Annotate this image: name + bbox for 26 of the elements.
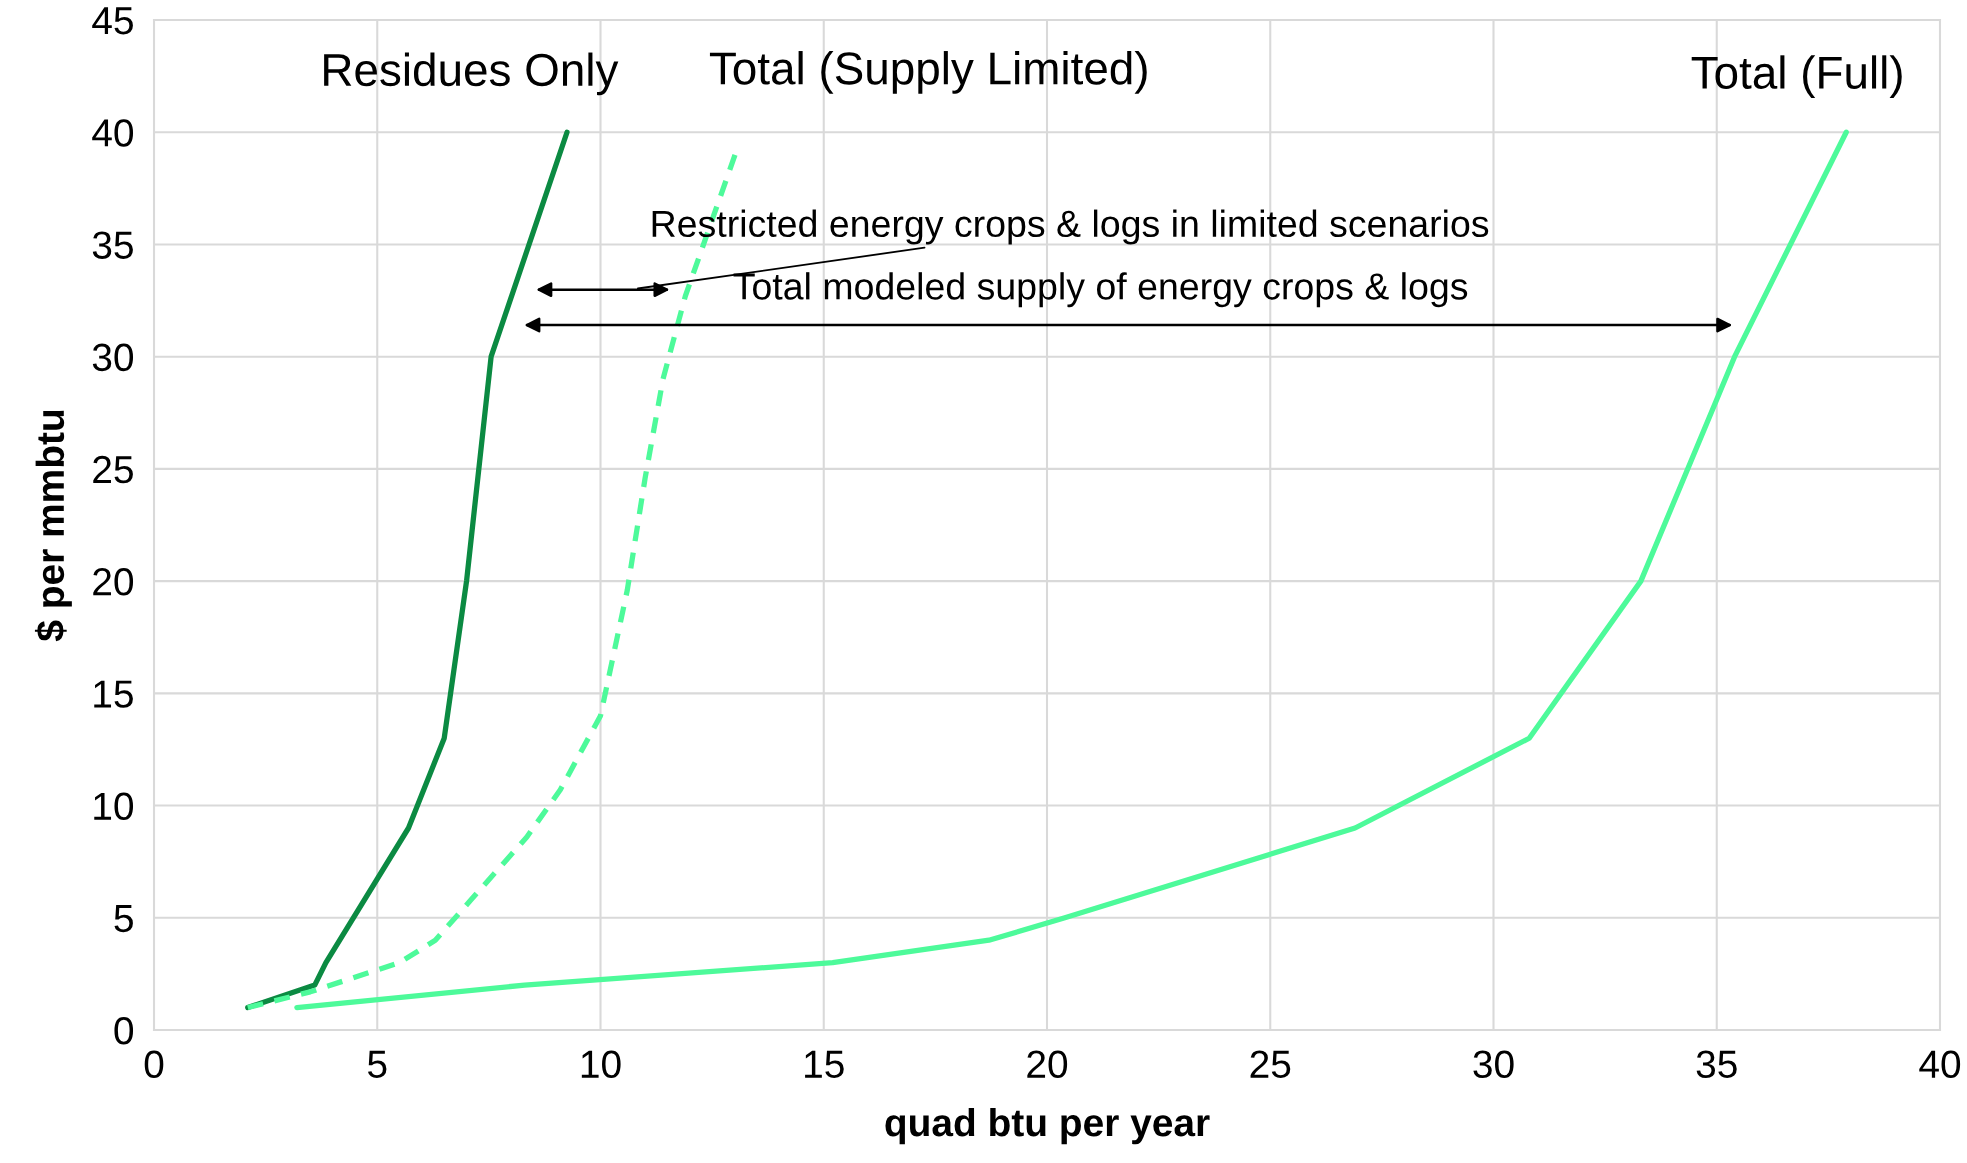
x-tick-label: 10 — [581, 1050, 621, 1079]
y-tick-label: 15 — [94, 680, 133, 708]
y-tick-label: 20 — [93, 568, 134, 596]
x-tick-label: 25 — [1250, 1050, 1291, 1079]
y-tick-label: 35 — [92, 231, 133, 259]
x-tick-label: 5 — [367, 1050, 387, 1079]
x-tick-label: 20 — [1027, 1050, 1068, 1079]
series-label: Residues Only — [324, 52, 619, 96]
x-tick-label: 15 — [805, 1050, 844, 1079]
y-axis-title: $ per mmbtu — [34, 410, 72, 642]
y-tick-label: 5 — [114, 905, 133, 933]
y-tick-label: 0 — [114, 1016, 134, 1045]
y-tick-label: 25 — [93, 455, 133, 484]
y-tick-label: 30 — [92, 343, 134, 372]
y-tick-label: 10 — [94, 792, 134, 821]
y-tick-label: 40 — [92, 119, 134, 147]
x-tick-label: 30 — [1473, 1050, 1514, 1079]
x-tick-label: 0 — [144, 1050, 164, 1079]
x-axis-title: quad btu per year — [885, 1107, 1210, 1145]
annotation: Total modeled supply of energy crops & logs — [733, 272, 1468, 308]
x-tick-label: 35 — [1696, 1050, 1737, 1079]
series-label: Total (Supply Limited) — [709, 51, 1147, 94]
series-label: Total (Full) — [1691, 55, 1902, 99]
annotation: Restricted energy crops & logs in limited scenarios — [652, 209, 1489, 245]
x-tick-label: 40 — [1919, 1050, 1961, 1079]
y-tick-label: 45 — [92, 7, 133, 35]
